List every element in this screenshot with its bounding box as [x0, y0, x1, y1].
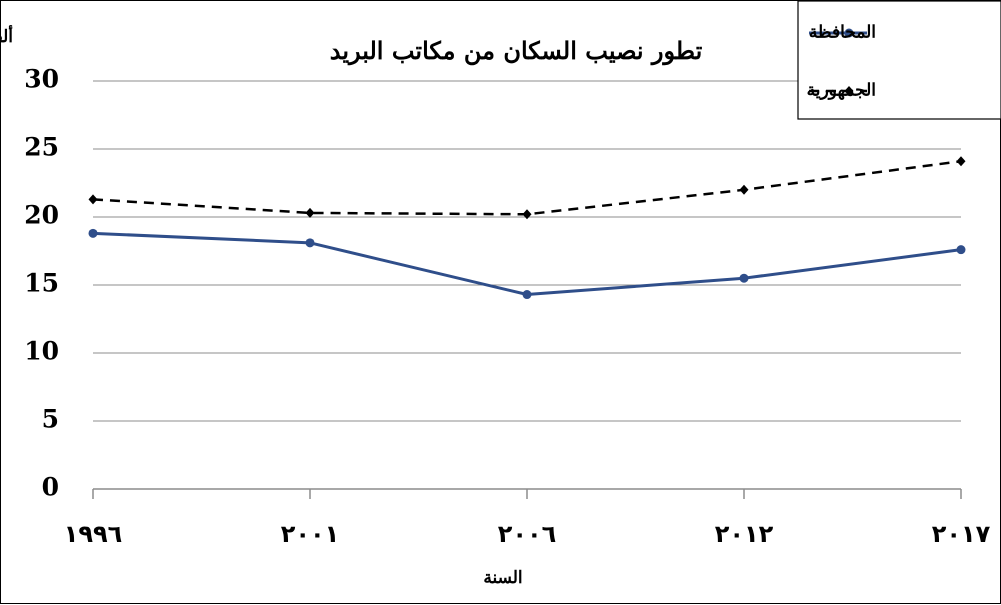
series-layer [88, 156, 966, 300]
gridlines [93, 80, 961, 422]
y-tick-labels: 0 5 10 15 20 25 30 [24, 65, 59, 502]
point-s1-4 [956, 156, 966, 167]
legend-label-republic: الجمهورية [807, 81, 876, 101]
y-tick-label-1: 5 [42, 405, 59, 434]
x-tick-label-2: ٢٠٠٦ [498, 520, 557, 548]
point-s0-0 [88, 228, 98, 238]
legend-marker-republic [844, 86, 854, 96]
legend: المحافظة الجمهورية [797, 1, 1001, 120]
chart-title: تطور نصيب السكان من مكاتب البريد [330, 36, 703, 66]
legend-box [797, 1, 1001, 120]
x-tick-label-4: ٢٠١٧ [932, 520, 991, 548]
y-axis-label: ألف نسمة / مكتب [1, 24, 13, 47]
point-s1-1 [305, 207, 315, 218]
x-tick-label-1: ٢٠٠١ [281, 520, 340, 548]
legend-marker-governorate [844, 28, 854, 38]
point-s0-4 [956, 245, 966, 255]
x-tick-label-0: ١٩٩٦ [64, 520, 123, 548]
series-line-1 [92, 160, 962, 216]
point-s0-3 [739, 273, 749, 283]
point-s0-2 [522, 290, 532, 300]
legend-label-governorate: المحافظة [809, 23, 876, 43]
y-tick-label-3: 15 [24, 269, 59, 298]
y-tick-label-6: 30 [24, 65, 59, 94]
x-tick-labels: ١٩٩٦ ٢٠٠١ ٢٠٠٦ ٢٠١٢ ٢٠١٧ [64, 520, 991, 548]
y-tick-label-5: 25 [24, 133, 59, 162]
point-s1-0 [88, 194, 98, 205]
x-tick-marks [92, 489, 962, 499]
x-axis-label: السنة [483, 568, 522, 588]
point-s0-1 [305, 238, 315, 248]
point-s1-3 [739, 184, 749, 195]
y-tick-label-2: 10 [24, 337, 59, 366]
y-tick-label-4: 20 [24, 201, 59, 230]
point-s1-2 [522, 209, 532, 220]
y-tick-label-0: 0 [42, 473, 59, 502]
x-tick-label-3: ٢٠١٢ [715, 520, 774, 548]
